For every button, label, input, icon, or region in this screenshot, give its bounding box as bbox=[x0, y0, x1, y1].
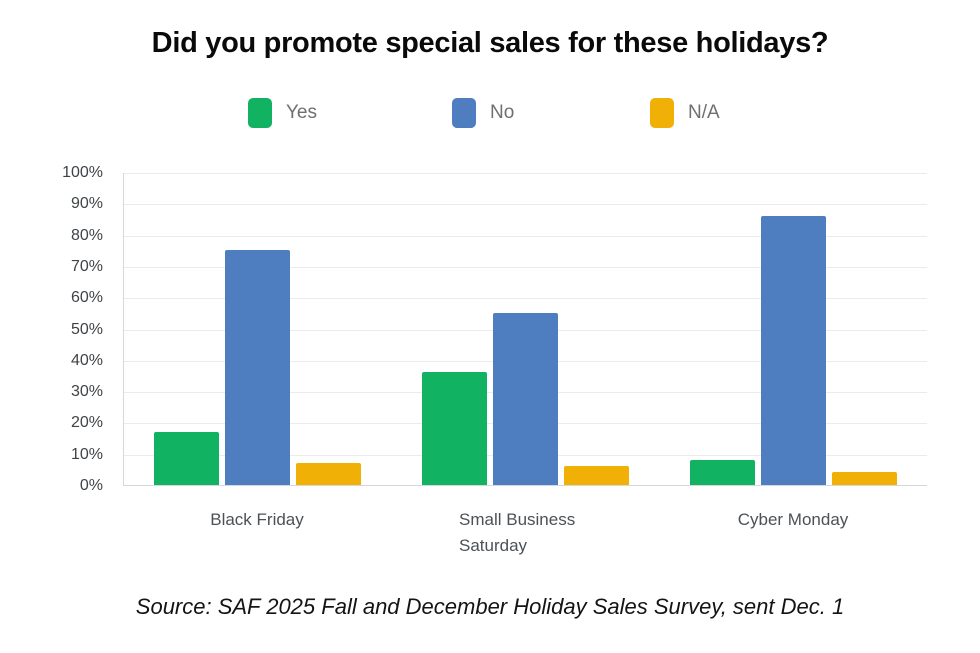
y-tick-0: 0% bbox=[79, 477, 103, 494]
legend-swatch-n-a bbox=[650, 98, 674, 128]
y-tick-90: 90% bbox=[70, 195, 103, 213]
y-tick-20: 20% bbox=[70, 414, 103, 432]
legend-item-yes: Yes bbox=[248, 98, 317, 128]
legend-label: N/A bbox=[688, 102, 720, 123]
bar-group-cyber-monday bbox=[659, 173, 927, 485]
source-note: Source: SAF 2025 Fall and December Holid… bbox=[135, 594, 845, 619]
y-tick-40: 40% bbox=[70, 351, 103, 369]
x-axis: Black Friday Small Business Saturday Cyber… bbox=[123, 507, 927, 559]
y-tick-60: 60% bbox=[70, 289, 103, 307]
y-tick-100: 100% bbox=[62, 164, 103, 181]
x-label: Small Business Saturday bbox=[459, 510, 576, 555]
legend-item-n-a: N/A bbox=[650, 98, 720, 128]
legend-label: Yes bbox=[286, 102, 317, 123]
x-label: Black Friday bbox=[210, 510, 304, 529]
y-tick-70: 70% bbox=[70, 257, 103, 275]
chart-title: Did you promote special sales for these … bbox=[151, 27, 829, 59]
bar-yes-small-business-saturday bbox=[422, 372, 487, 485]
gridline-80 bbox=[124, 235, 927, 237]
bar-n-a-small-business-saturday bbox=[564, 466, 629, 485]
legend-swatch-yes bbox=[248, 98, 272, 128]
bar-groups bbox=[124, 173, 927, 485]
bar-n-a-black-friday bbox=[296, 463, 362, 485]
legend-label: No bbox=[490, 102, 515, 123]
x-label-cell-cyber-monday: Cyber Monday bbox=[659, 507, 927, 559]
bar-no-black-friday bbox=[225, 250, 291, 485]
bar-yes-black-friday bbox=[154, 431, 220, 485]
bar-no-cyber-monday bbox=[760, 215, 826, 485]
y-tick-10: 10% bbox=[70, 445, 103, 463]
bar-yes-cyber-monday bbox=[689, 459, 755, 485]
plot-area bbox=[123, 173, 927, 486]
gridline-70 bbox=[124, 266, 927, 268]
gridline-100 bbox=[124, 173, 927, 174]
gridline-90 bbox=[124, 204, 927, 206]
y-tick-30: 30% bbox=[70, 383, 103, 401]
bar-group-small-business-saturday bbox=[392, 173, 660, 485]
x-label-cell-small-business-saturday: Small Business Saturday bbox=[391, 507, 659, 559]
gridline-60 bbox=[124, 298, 927, 300]
bar-n-a-cyber-monday bbox=[831, 472, 897, 485]
y-tick-50: 50% bbox=[70, 320, 103, 338]
y-tick-80: 80% bbox=[70, 226, 103, 244]
legend-swatch-no bbox=[452, 98, 476, 128]
x-label: Cyber Monday bbox=[737, 510, 849, 529]
bar-group-black-friday bbox=[124, 173, 392, 485]
bar-no-small-business-saturday bbox=[493, 312, 558, 485]
legend-item-no: No bbox=[452, 98, 514, 128]
x-label-cell-black-friday: Black Friday bbox=[123, 507, 391, 559]
